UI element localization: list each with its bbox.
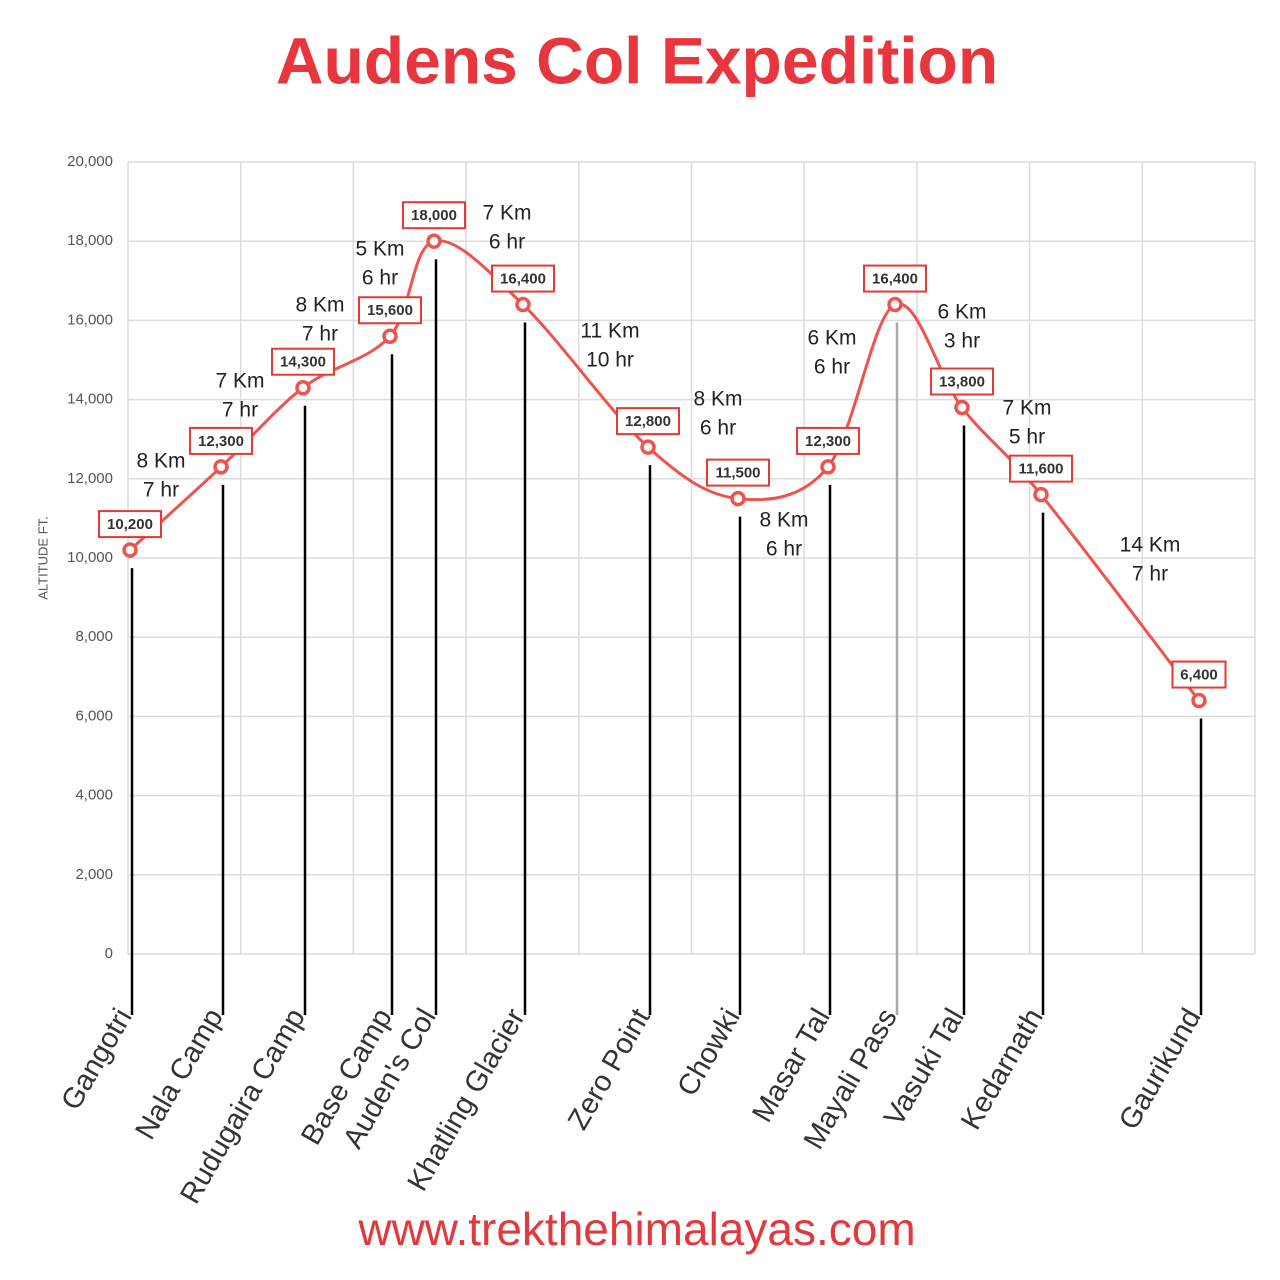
value-label-box [1009, 454, 1073, 483]
value-label-box [863, 264, 927, 293]
y-tick-label: 2,000 [75, 866, 113, 883]
y-tick-label: 10,000 [67, 549, 113, 566]
value-label-box [616, 407, 680, 436]
value-label: 10,200 [107, 516, 153, 533]
value-label-box [402, 201, 466, 230]
value-label: 6,400 [1180, 667, 1218, 684]
segment-time: 6 hr [362, 267, 398, 290]
value-label-box [98, 510, 162, 539]
value-label: 15,600 [367, 302, 413, 319]
point [1033, 486, 1049, 503]
segment-distance: 6 Km [807, 327, 856, 350]
footer: www.trekthehimalayas.com [357, 1203, 915, 1255]
y-tick-label: 20,000 [67, 153, 113, 170]
segment-time: 7 hr [143, 479, 179, 502]
segment-distance: 8 Km [759, 509, 808, 532]
x-tick-label: Gaurikund [1113, 1003, 1208, 1135]
point [426, 233, 442, 249]
point [213, 459, 229, 475]
segment-distance: 11 Km [580, 320, 639, 343]
value-label: 14,300 [280, 354, 326, 371]
x-tick-label: Chowki [671, 1003, 746, 1101]
value-label: 16,400 [500, 271, 546, 288]
value-label: 11,600 [1018, 461, 1063, 478]
value-label: 12,300 [198, 433, 244, 450]
x-tick-label: Gangotri [55, 1003, 138, 1115]
value-label: 16,400 [872, 271, 918, 288]
point [515, 296, 531, 313]
segment-time: 7 hr [1132, 563, 1168, 586]
point [954, 399, 970, 416]
y-tick-label: 14,000 [67, 391, 113, 408]
value-label: 18,000 [411, 207, 457, 224]
segment-time: 7 hr [302, 323, 338, 346]
segment-distance: 14 Km [1120, 534, 1181, 557]
segment-distance: 5 Km [355, 238, 404, 261]
segment-time: 5 hr [1009, 426, 1045, 449]
y-tick-label: 8,000 [75, 628, 113, 645]
point [122, 542, 138, 558]
value-label: 13,800 [939, 373, 985, 390]
point [382, 328, 398, 344]
point [887, 296, 903, 313]
segment-time: 6 hr [700, 417, 736, 440]
value-label-box [796, 426, 860, 455]
value-label-box [706, 458, 770, 487]
x-tick-label: Zero Point [562, 1003, 657, 1135]
segment-distance: 7 Km [1002, 397, 1051, 420]
segment-distance: 8 Km [693, 388, 742, 411]
segment-distance: 7 Km [482, 202, 531, 225]
y-tick-label: 4,000 [75, 787, 113, 804]
value-label: 11,500 [715, 465, 760, 482]
chart-title: Audens Col Expedition [276, 23, 998, 97]
point [640, 439, 656, 455]
point [730, 490, 746, 507]
y-tick-label: 0 [105, 945, 113, 962]
y-tick-label: 18,000 [67, 232, 113, 249]
value-label-box [1171, 660, 1227, 689]
segment-time: 6 hr [814, 356, 850, 379]
segment-time: 7 hr [222, 399, 258, 422]
y-axis-label: ALTITUDE FT. [35, 516, 50, 600]
value-label-box [358, 296, 422, 325]
segment-time: 6 hr [489, 231, 525, 254]
value-label: 12,300 [805, 433, 851, 450]
segment-time: 3 hr [944, 330, 980, 353]
value-label-box [189, 426, 253, 455]
y-tick-label: 6,000 [75, 707, 113, 724]
y-tick-label: 16,000 [67, 311, 113, 328]
point [820, 459, 836, 475]
point [295, 379, 311, 396]
value-label: 12,800 [625, 413, 671, 430]
value-label-box [271, 347, 335, 376]
segment-time: 6 hr [766, 538, 802, 561]
y-tick-label: 12,000 [67, 470, 113, 487]
point [1191, 692, 1207, 709]
segment-distance: 6 Km [937, 301, 986, 324]
value-label-box [491, 264, 555, 293]
segment-time: 10 hr [586, 349, 634, 372]
x-tick-label: Kedarnath [955, 1003, 1050, 1135]
segment-distance: 8 Km [295, 294, 344, 317]
segment-distance: 8 Km [136, 450, 185, 473]
segment-distance: 7 Km [215, 370, 264, 393]
value-label-box [930, 367, 994, 396]
